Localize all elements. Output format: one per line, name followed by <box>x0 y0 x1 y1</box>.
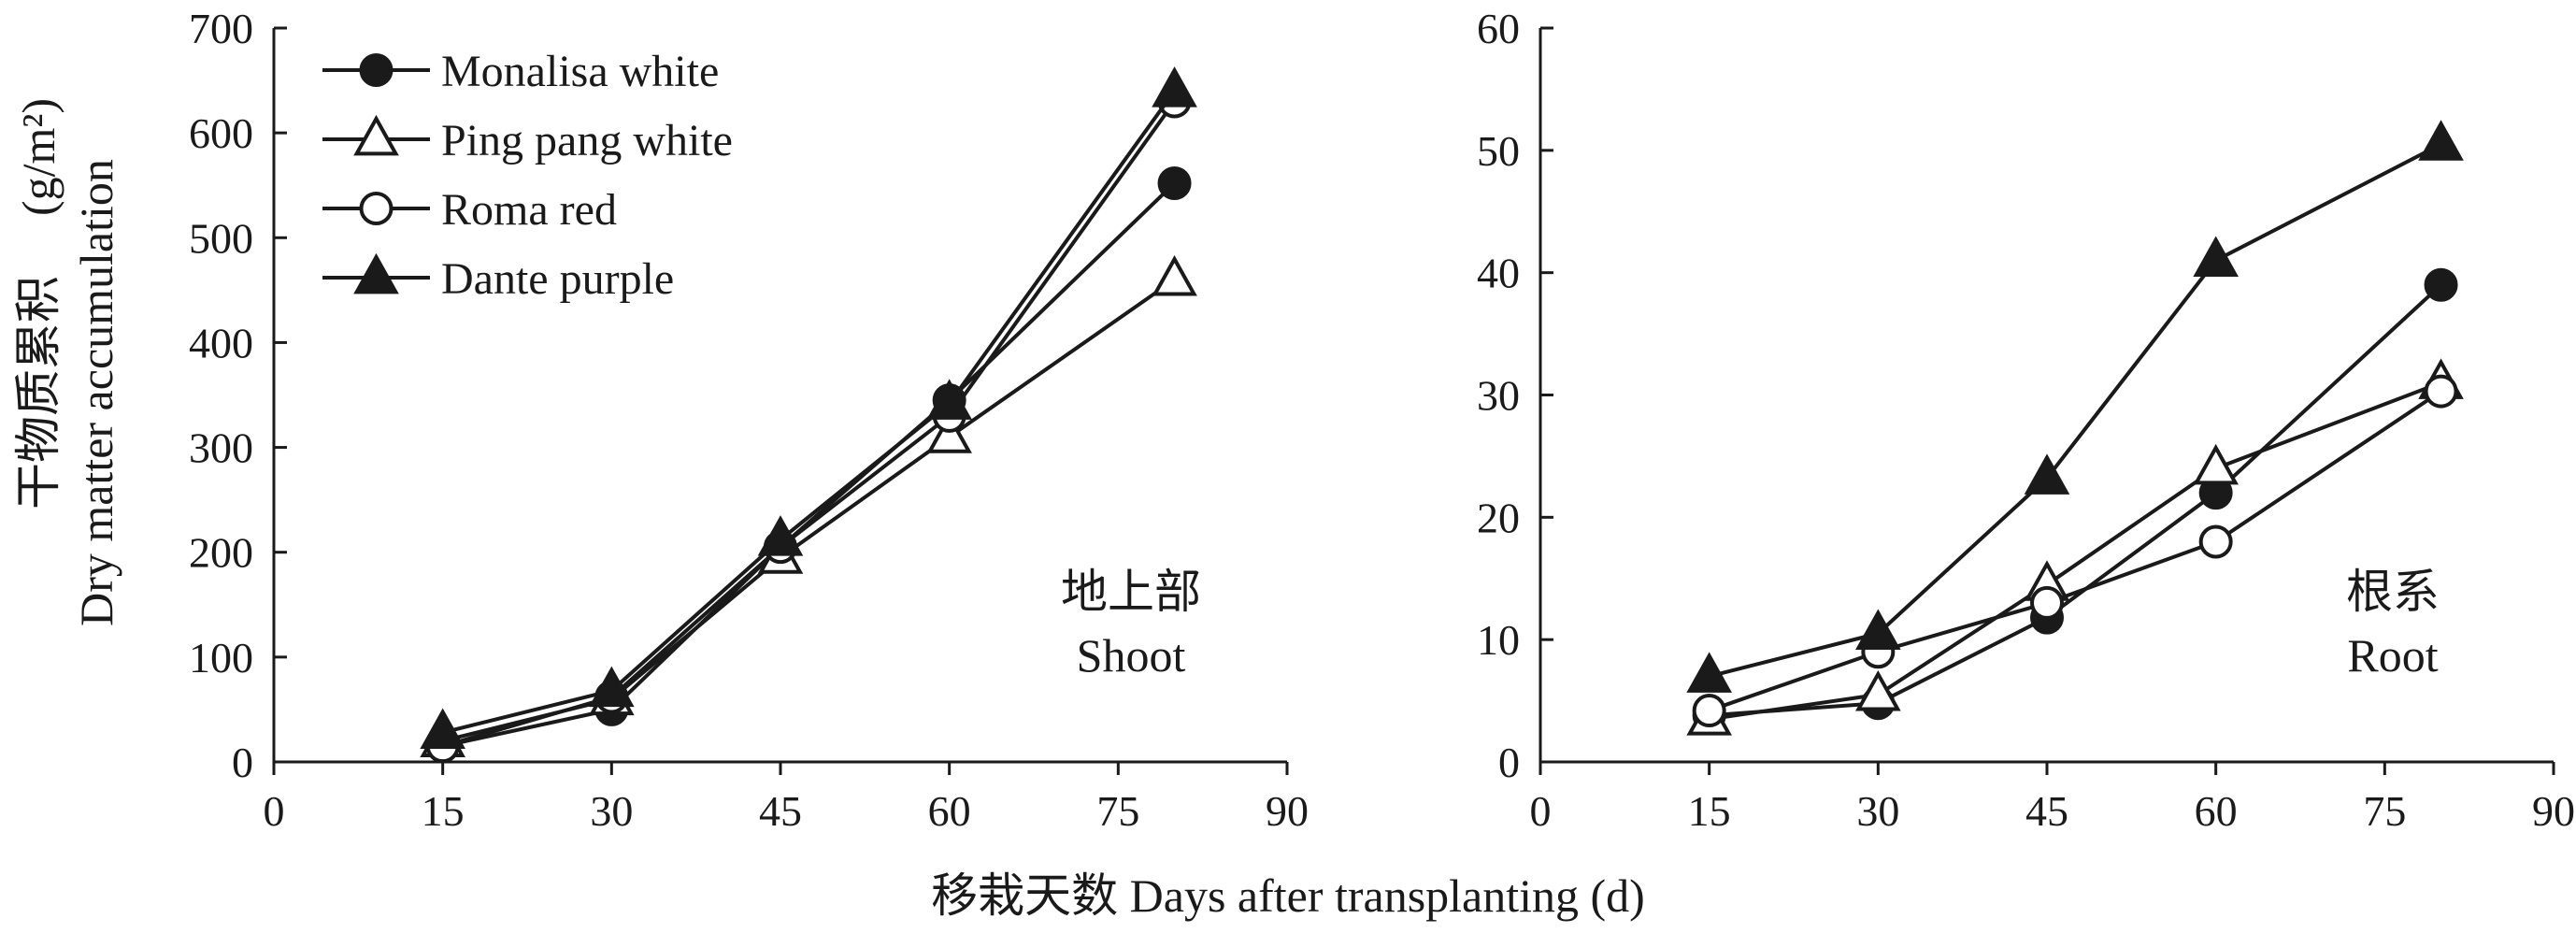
legend-marker <box>353 252 399 294</box>
series-line <box>1709 380 2442 722</box>
legend-marker <box>359 53 394 87</box>
data-point <box>2193 443 2239 485</box>
legend-entry: Dante purple <box>322 252 674 304</box>
x-tick-label: 45 <box>2025 787 2068 835</box>
legend-entry: Monalisa white <box>322 47 719 96</box>
legend-entry: Roma red <box>322 185 617 235</box>
x-tick-label: 15 <box>1688 787 1731 835</box>
legend-marker <box>353 114 399 156</box>
shoot-panel: 0 100 200 300 400 500 600 700 0 15 30 45 60 75 90 地上部 Sh… <box>189 5 1309 835</box>
legend-label: Roma red <box>441 185 617 235</box>
legend-marker <box>359 192 394 225</box>
panel-label-cn: 根系 <box>2346 566 2440 618</box>
data-point <box>1157 165 1192 200</box>
data-point <box>589 666 635 708</box>
x-tick-label: 30 <box>1856 787 1899 835</box>
data-point <box>2193 236 2239 277</box>
x-tick-label: 0 <box>264 787 285 835</box>
y-axis-title-en: Dry matter accumulation <box>70 159 122 626</box>
x-axis-title: 移栽天数 Days after transplanting (d) <box>931 869 1645 922</box>
y-tick-label: 60 <box>1477 5 1520 52</box>
data-point <box>1692 694 1726 728</box>
panel-label-cn: 地上部 <box>1061 566 1201 618</box>
data-point <box>1152 66 1197 108</box>
series-roma-red <box>1692 374 2458 728</box>
x-tick-label: 90 <box>1266 787 1309 835</box>
x-tick-label: 30 <box>590 787 633 835</box>
y-tick-label: 100 <box>189 634 253 682</box>
x-tick-label: 0 <box>1530 787 1552 835</box>
data-point <box>2024 453 2070 495</box>
y-tick-label: 0 <box>232 739 253 786</box>
x-tick-label: 45 <box>759 787 802 835</box>
series-line <box>442 278 1176 743</box>
series-line <box>1709 283 2442 718</box>
x-tick-label: 75 <box>1096 787 1139 835</box>
legend-entry: Ping pang white <box>322 114 733 165</box>
series-monalisa-white <box>1692 267 2458 733</box>
data-point <box>926 379 972 420</box>
y-tick-label: 40 <box>1477 250 1520 297</box>
x-tick-label: 60 <box>928 787 971 835</box>
y-tick-label: 50 <box>1477 127 1520 175</box>
panel-label-en: Root <box>2347 629 2438 682</box>
y-tick-label: 600 <box>189 109 253 157</box>
panel-label-en: Shoot <box>1077 629 1186 682</box>
y-tick-label: 300 <box>189 424 253 472</box>
data-point <box>757 515 804 556</box>
y-tick-label: 20 <box>1477 494 1520 541</box>
x-tick-label: 60 <box>2195 787 2238 835</box>
legend-label: Ping pang white <box>441 116 733 165</box>
legend-label: Dante purple <box>441 254 674 304</box>
data-point <box>2030 585 2064 620</box>
x-tick-label: 90 <box>2532 787 2575 835</box>
y-axis-unit: (g/m²) <box>12 98 64 216</box>
data-point <box>2198 524 2233 559</box>
y-tick-label: 500 <box>189 214 253 262</box>
y-tick-label: 400 <box>189 319 253 366</box>
data-point <box>926 412 972 453</box>
y-tick-label: 30 <box>1477 372 1520 420</box>
data-point <box>2418 120 2464 161</box>
y-axis-title-cn: 干物质累积 <box>12 276 64 510</box>
y-tick-label: 0 <box>1498 739 1520 786</box>
y-tick-label: 200 <box>189 529 253 577</box>
series-dante-purple <box>420 66 1197 749</box>
data-point <box>420 708 465 749</box>
legend: Monalisa white Ping pang white Roma red Dan… <box>322 47 733 304</box>
data-point <box>1855 669 1901 711</box>
data-point <box>1686 652 1732 693</box>
data-point <box>2424 267 2458 302</box>
series-dante-purple <box>1686 120 2464 693</box>
x-tick-label: 75 <box>2363 787 2406 835</box>
y-axis-title-en-group: Dry matter accumulation <box>70 159 122 626</box>
data-point <box>2424 374 2458 409</box>
legend-label: Monalisa white <box>441 47 719 96</box>
root-panel: 0 10 20 30 40 50 60 0 15 30 45 60 75 90 根系 Root <box>1477 5 2575 835</box>
data-point <box>1855 609 1901 651</box>
y-tick-label: 700 <box>189 5 253 52</box>
data-point <box>1152 255 1197 296</box>
x-tick-label: 15 <box>422 787 465 835</box>
y-tick-label: 10 <box>1477 616 1520 664</box>
